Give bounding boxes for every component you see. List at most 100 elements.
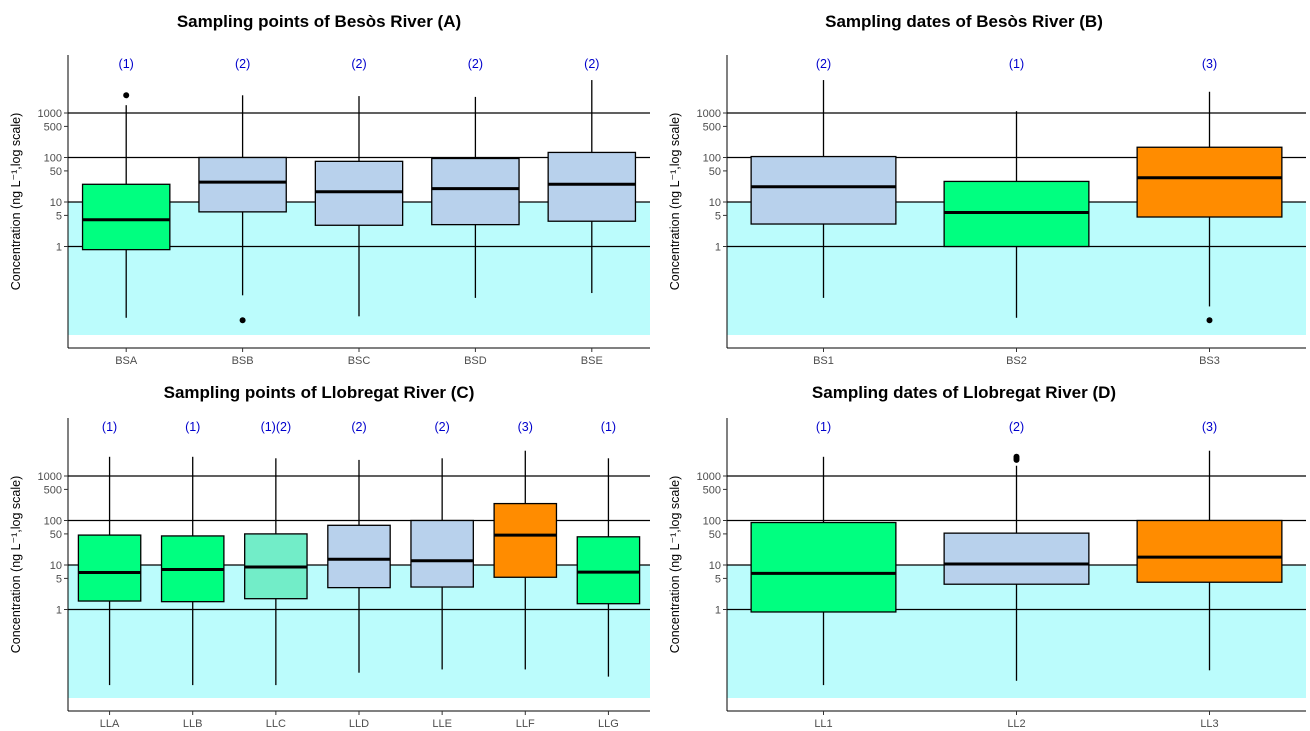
x-tick-label: LLF	[516, 718, 535, 730]
y-tick-label: 500	[703, 484, 721, 496]
y-tick-label: 1000	[38, 108, 62, 120]
box-lla: (1) LLA	[77, 420, 142, 730]
iqr-box	[314, 160, 404, 226]
box-bse: (2) BSE	[547, 57, 637, 367]
y-axis-label: Concentration (ng L⁻¹,log scale)	[668, 476, 682, 654]
y-tick-label: 1000	[697, 471, 721, 483]
group-label: (1)	[1009, 57, 1024, 71]
x-tick-label: LLD	[349, 718, 369, 730]
x-tick-label: LLC	[266, 718, 286, 730]
x-tick-label: LL3	[1200, 718, 1218, 730]
iqr-box	[1136, 519, 1283, 583]
group-label: (3)	[1202, 420, 1217, 434]
y-axis-label: Concentration (ng L⁻¹,log scale)	[668, 113, 682, 291]
iqr-box	[943, 532, 1090, 585]
group-label: (1)	[601, 420, 616, 434]
box-ll1: (1) LL1	[750, 420, 897, 730]
y-tick-label: 1	[715, 242, 721, 254]
group-label: (2)	[351, 420, 366, 434]
y-tick-label: 50	[709, 529, 721, 541]
outlier-point	[123, 92, 130, 99]
y-tick-label: 500	[44, 121, 62, 133]
group-label: (3)	[1202, 57, 1217, 71]
group-label: (2)	[435, 420, 450, 434]
panel-a: Sampling points of Besòs River (A) 1 510 50…	[9, 12, 650, 367]
iqr-box	[493, 502, 558, 578]
y-tick-label: 10	[50, 197, 62, 209]
y-tick-label: 1	[56, 242, 62, 254]
box-bsd: (2) BSD	[431, 57, 520, 367]
x-tick-label: BSB	[232, 355, 254, 367]
group-label: (1)	[119, 57, 134, 71]
group-label: (3)	[518, 420, 533, 434]
box-llb: (1) LLB	[160, 420, 225, 730]
y-tick-label: 1	[56, 605, 62, 617]
y-tick-label: 1000	[697, 108, 721, 120]
iqr-box	[77, 534, 142, 602]
x-tick-label: LL1	[814, 718, 832, 730]
y-tick-label: 500	[703, 121, 721, 133]
y-tick-label: 5	[56, 210, 62, 222]
group-label: (1)	[185, 420, 200, 434]
box-ll2: (2) LL2	[943, 420, 1090, 730]
group-label: (2)	[235, 57, 250, 71]
group-label: (2)	[1009, 420, 1024, 434]
outlier-point	[239, 317, 246, 324]
x-tick-label: LL2	[1007, 718, 1025, 730]
y-tick-label: 50	[50, 166, 62, 178]
x-tick-label: BS2	[1006, 355, 1027, 367]
y-tick-label: 500	[44, 484, 62, 496]
y-tick-label: 100	[703, 516, 721, 528]
panel-title: Sampling dates of Besòs River (B)	[825, 12, 1103, 31]
group-label: (2)	[816, 57, 831, 71]
iqr-box	[547, 151, 637, 222]
iqr-box	[327, 524, 391, 589]
x-tick-label: BSE	[581, 355, 603, 367]
x-tick-label: BS3	[1199, 355, 1220, 367]
panel-b: Sampling dates of Besòs River (B)1510501…	[668, 12, 1306, 367]
box-llg: (1) LLG	[576, 420, 641, 730]
y-tick-label: 10	[709, 560, 721, 572]
group-label: (2)	[584, 57, 599, 71]
iqr-box	[198, 156, 287, 213]
panel-title: Sampling points of Llobregat River (C)	[164, 383, 475, 402]
y-tick-label: 50	[50, 529, 62, 541]
x-tick-label: BSD	[464, 355, 487, 367]
box-bsa: (1) BSA	[81, 57, 171, 367]
iqr-box	[576, 536, 641, 605]
y-tick-label: 5	[56, 573, 62, 585]
box-llf: (3) LLF	[493, 420, 558, 730]
x-tick-label: LLB	[183, 718, 203, 730]
group-label: (2)	[351, 57, 366, 71]
y-tick-label: 1	[715, 605, 721, 617]
x-tick-label: BSA	[115, 355, 138, 367]
iqr-box	[1136, 146, 1283, 218]
y-tick-label: 5	[715, 210, 721, 222]
box-lle: (2) LLE	[410, 420, 474, 730]
iqr-box	[750, 155, 897, 225]
x-tick-label: LLA	[100, 718, 120, 730]
panel-d: Sampling dates of Llobregat River (D)151…	[668, 383, 1306, 730]
y-axis-label: Concentration (ng L⁻¹,log scale)	[9, 476, 23, 654]
iqr-box	[410, 519, 474, 588]
x-tick-label: BSC	[348, 355, 371, 367]
box-bsb: (2) BSB	[198, 57, 287, 367]
y-axis-label: Concentration (ng L⁻¹,log scale)	[9, 113, 23, 291]
y-tick-label: 1000	[38, 471, 62, 483]
panel-title: Sampling dates of Llobregat River (D)	[812, 383, 1116, 402]
x-tick-label: LLE	[432, 718, 452, 730]
y-tick-label: 100	[703, 153, 721, 165]
box-llc: (1)(2) LLC	[244, 420, 308, 730]
y-tick-label: 5	[715, 573, 721, 585]
iqr-box	[431, 157, 520, 226]
box-bsc: (2) BSC	[314, 57, 404, 367]
iqr-box	[750, 521, 897, 613]
y-tick-label: 50	[709, 166, 721, 178]
iqr-box	[81, 183, 171, 251]
panel-c: Sampling points of Llobregat River (C) 1 5…	[9, 383, 650, 730]
box-ll3: (3) LL3	[1136, 420, 1283, 730]
y-tick-label: 100	[44, 516, 62, 528]
group-label: (1)	[102, 420, 117, 434]
x-tick-label: LLG	[598, 718, 619, 730]
